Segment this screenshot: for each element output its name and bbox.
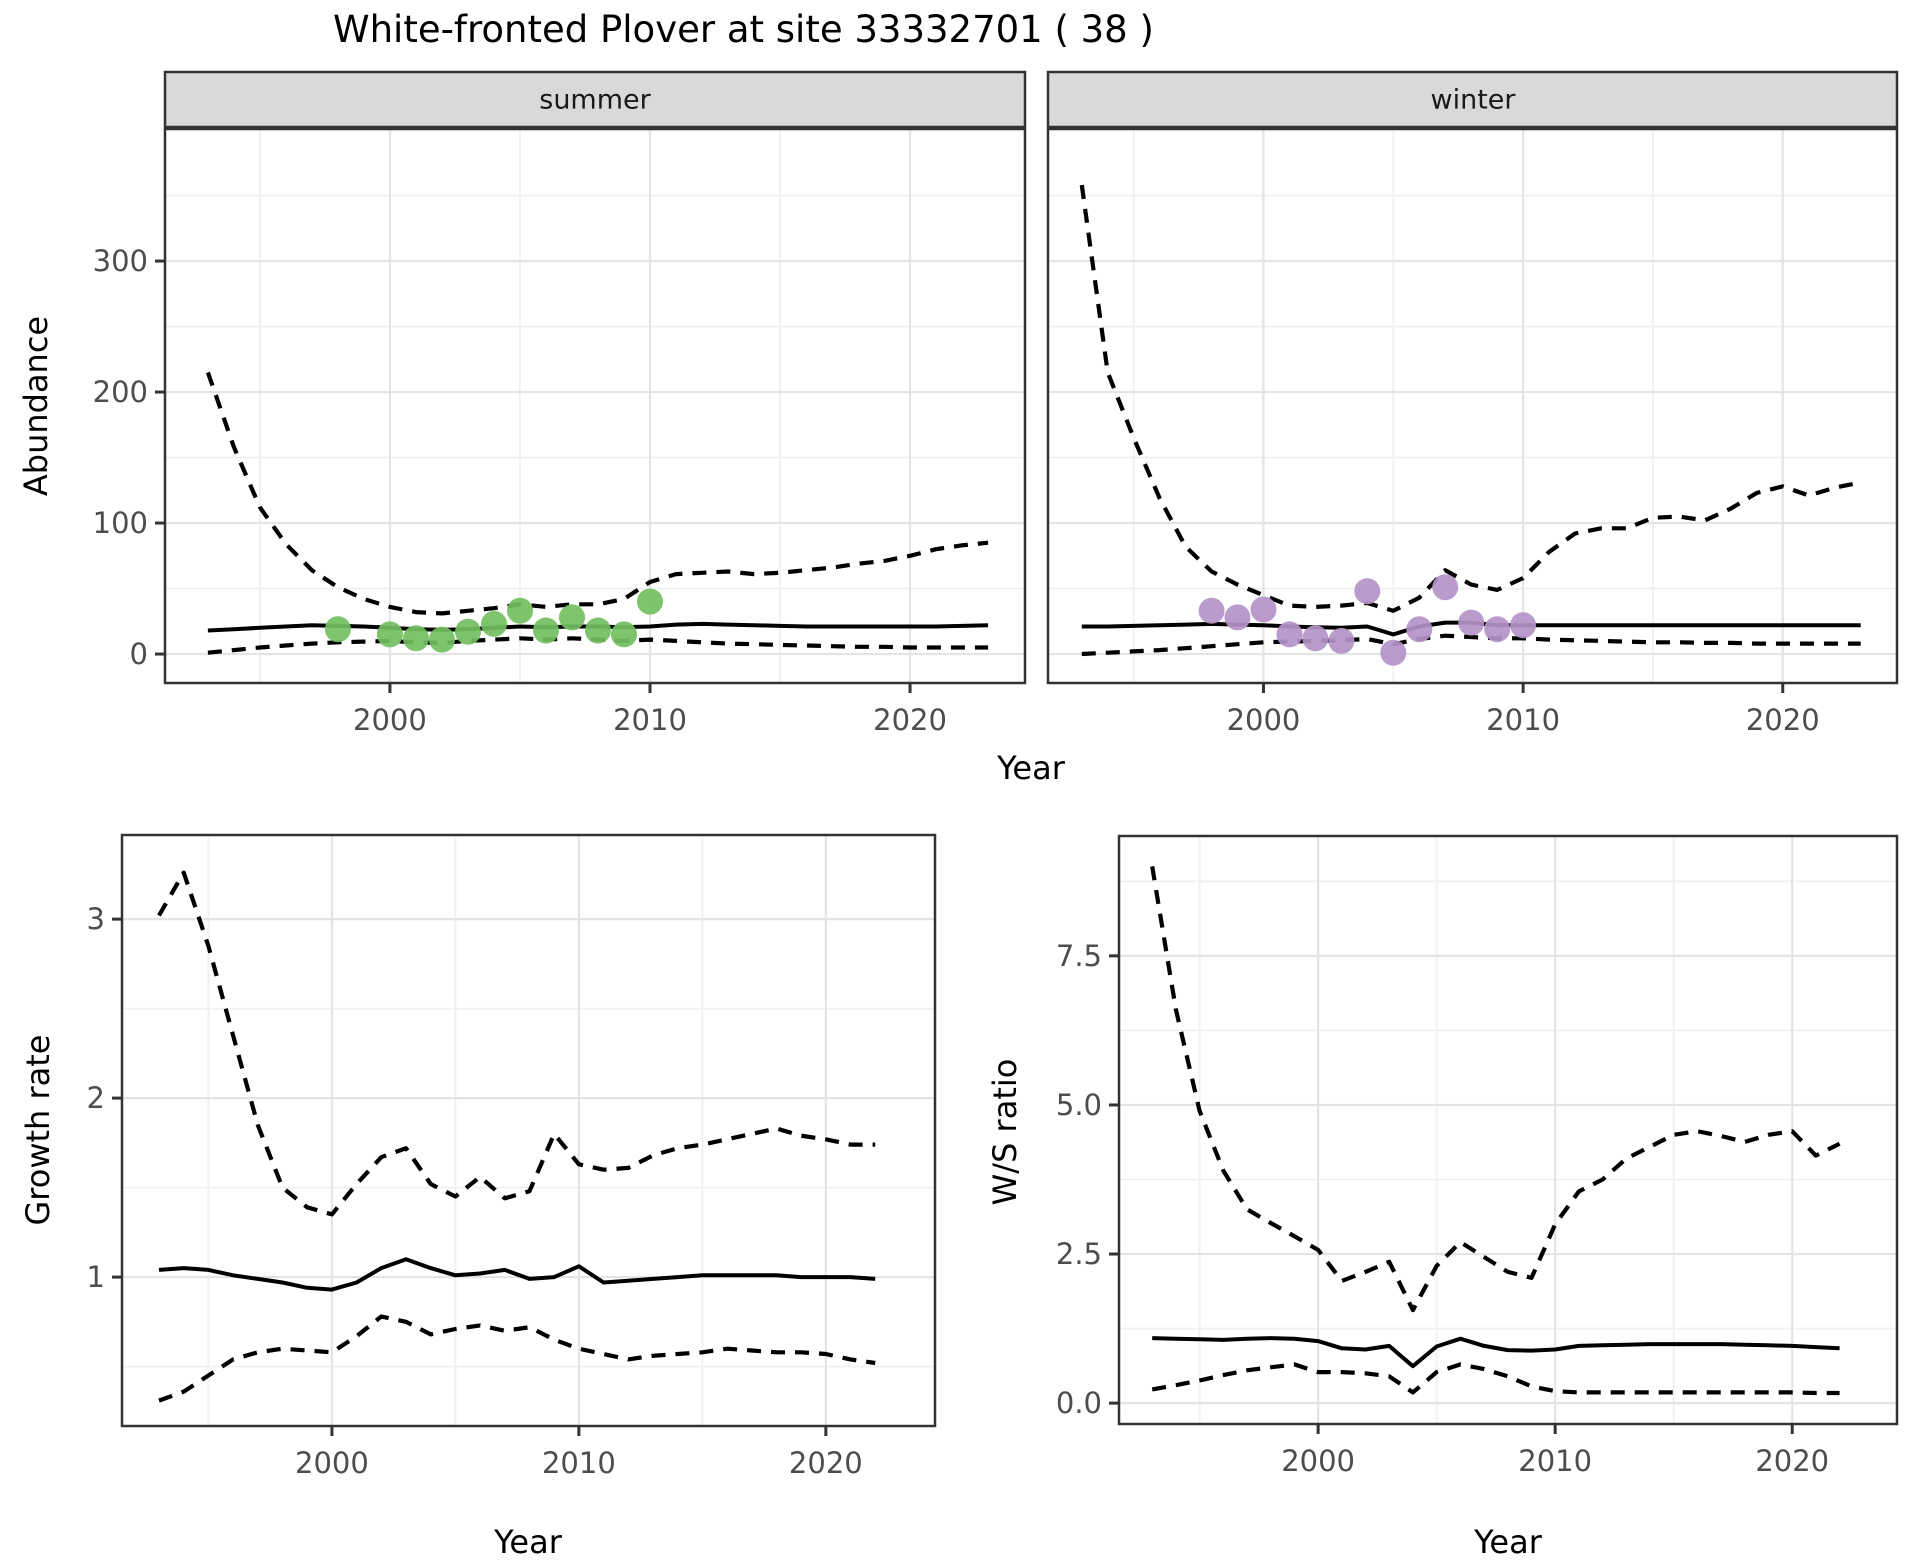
facet-strip-abundance-winter — [1046, 70, 1899, 129]
panel-border-abundance-winter — [1046, 127, 1899, 685]
observed-winter-counts-point — [1198, 597, 1225, 624]
y-axis-title-abundance: Abundance — [17, 315, 55, 497]
observed-winter-counts-point — [1380, 639, 1407, 666]
y-tick-label: 2 — [87, 1081, 105, 1115]
x-tick-label: 2010 — [1486, 703, 1560, 737]
series-upper-95ci-ws-ratio — [1150, 866, 1841, 1313]
x-tick-label: 2000 — [1227, 703, 1301, 737]
x-tick-label: 2020 — [1746, 703, 1820, 737]
observed-summer-counts-point — [507, 597, 533, 624]
observed-winter-counts-point — [1276, 621, 1303, 648]
observed-summer-counts-point — [376, 621, 403, 648]
observed-winter-counts-point — [1432, 574, 1459, 601]
facet-strip-label-summer: summer — [539, 84, 651, 116]
observed-winter-counts-point — [1484, 616, 1511, 643]
observed-summer-counts-point — [611, 621, 637, 648]
facet-strip-label-winter: winter — [1430, 84, 1516, 116]
series-lower-95ci-abundance-winter — [1081, 633, 1861, 657]
series-upper-95ci-growth-rate — [157, 870, 876, 1217]
observed-winter-counts-point — [1354, 578, 1381, 605]
x-axis-title-year-ws: Year — [1474, 1523, 1542, 1560]
observed-winter-counts-point — [1458, 609, 1485, 636]
y-tick-label: 100 — [93, 506, 148, 540]
y-tick-label: 5.0 — [1056, 1088, 1102, 1122]
y-tick-label: 200 — [93, 375, 148, 409]
series-upper-95ci-abundance-winter — [1079, 184, 1862, 613]
y-axis-title-growth-rate: Growth rate — [19, 1034, 57, 1226]
observed-summer-counts-point — [585, 617, 611, 644]
y-tick-label: 2.5 — [1056, 1237, 1102, 1271]
x-tick-label: 2000 — [1281, 1444, 1355, 1478]
panel-border-abundance-summer — [163, 127, 1027, 685]
observed-summer-counts-point — [324, 616, 351, 643]
y-tick-label: 0.0 — [1056, 1386, 1102, 1420]
observed-winter-counts-point — [1302, 625, 1329, 652]
series-median-growth-rate — [158, 1257, 876, 1292]
x-tick-label: 2020 — [1755, 1444, 1829, 1478]
panel-background-ws-ratio — [1119, 836, 1897, 1424]
series-lower-95ci-ws-ratio — [1151, 1362, 1840, 1396]
panel-background-growth-rate — [122, 835, 935, 1426]
observed-winter-counts-point — [1510, 612, 1537, 639]
series-lower-95ci-growth-rate — [158, 1314, 876, 1403]
x-axis-title-year-top: Year — [997, 749, 1065, 787]
observed-winter-counts-point — [1250, 596, 1277, 623]
x-tick-label: 2020 — [789, 1446, 863, 1480]
observed-summer-counts-point — [637, 588, 663, 615]
x-tick-label: 2020 — [873, 703, 947, 737]
y-tick-label: 0 — [130, 637, 148, 671]
observed-winter-counts-point — [1406, 616, 1433, 643]
observed-winter-counts-point — [1224, 604, 1251, 631]
observed-winter-counts-point — [1328, 627, 1355, 654]
x-tick-label: 2010 — [613, 703, 687, 737]
series-median-ws-ratio — [1152, 1336, 1840, 1369]
y-tick-label: 3 — [87, 902, 105, 936]
plot-title: White-fronted Plover at site 33332701 ( … — [333, 8, 1154, 51]
x-tick-label: 2000 — [295, 1446, 369, 1480]
panel-border-ws-ratio — [1117, 834, 1899, 1426]
panel-border-growth-rate — [120, 833, 937, 1428]
x-tick-label: 2010 — [542, 1446, 616, 1480]
panel-background-abundance-winter — [1048, 129, 1897, 683]
observed-summer-counts-point — [455, 618, 481, 645]
x-axis-title-year-growth: Year — [494, 1523, 562, 1560]
observed-summer-counts-point — [481, 610, 507, 637]
y-tick-label: 1 — [87, 1260, 105, 1294]
y-axis-title-ws-ratio: W/S ratio — [986, 1058, 1024, 1206]
y-tick-label: 300 — [93, 244, 148, 278]
panel-background-abundance-summer — [165, 129, 1025, 683]
observed-summer-counts-point — [403, 625, 429, 652]
observed-summer-counts-point — [559, 604, 585, 631]
x-tick-label: 2010 — [1518, 1444, 1592, 1478]
facet-strip-abundance-summer — [163, 70, 1027, 129]
observed-summer-counts-point — [533, 617, 559, 644]
y-tick-label: 7.5 — [1056, 939, 1102, 973]
observed-summer-counts-point — [429, 626, 455, 653]
x-tick-label: 2000 — [353, 703, 427, 737]
